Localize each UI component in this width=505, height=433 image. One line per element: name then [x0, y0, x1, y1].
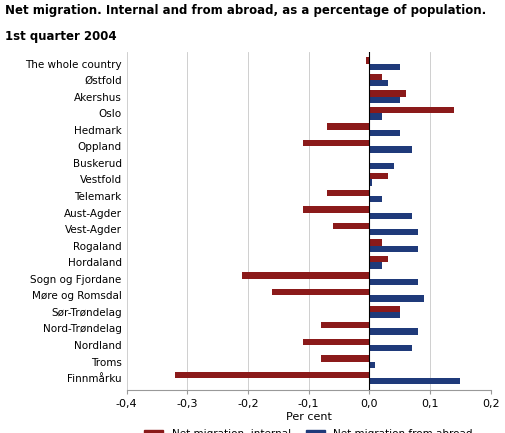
Bar: [175, 372, 369, 378]
Bar: [369, 312, 399, 318]
Text: Net migration. Internal and from abroad, as a percentage of population.: Net migration. Internal and from abroad,…: [5, 4, 485, 17]
Text: 1st quarter 2004: 1st quarter 2004: [5, 30, 117, 43]
Bar: [332, 223, 369, 229]
X-axis label: Per cent: Per cent: [285, 411, 331, 421]
Bar: [326, 123, 369, 130]
Bar: [320, 355, 369, 362]
Bar: [241, 272, 369, 279]
Bar: [369, 179, 372, 186]
Bar: [369, 306, 399, 312]
Bar: [369, 262, 381, 268]
Bar: [369, 256, 387, 262]
Bar: [369, 64, 399, 70]
Bar: [326, 190, 369, 196]
Bar: [369, 146, 411, 152]
Bar: [369, 74, 381, 80]
Bar: [369, 196, 381, 202]
Bar: [369, 213, 411, 219]
Bar: [369, 295, 423, 302]
Bar: [272, 289, 369, 295]
Bar: [369, 97, 399, 103]
Bar: [369, 107, 453, 113]
Bar: [369, 113, 381, 120]
Bar: [369, 246, 417, 252]
Bar: [369, 279, 417, 285]
Bar: [369, 80, 387, 87]
Bar: [369, 345, 411, 351]
Bar: [366, 57, 369, 64]
Bar: [369, 362, 375, 368]
Bar: [369, 329, 417, 335]
Bar: [369, 378, 460, 385]
Bar: [369, 90, 405, 97]
Bar: [369, 229, 417, 236]
Bar: [369, 173, 387, 179]
Bar: [320, 322, 369, 329]
Bar: [302, 339, 369, 345]
Bar: [302, 140, 369, 146]
Bar: [369, 239, 381, 246]
Bar: [369, 163, 393, 169]
Bar: [369, 130, 399, 136]
Legend: Net migration, internal, Net migration from abroad: Net migration, internal, Net migration f…: [140, 425, 476, 433]
Bar: [302, 206, 369, 213]
